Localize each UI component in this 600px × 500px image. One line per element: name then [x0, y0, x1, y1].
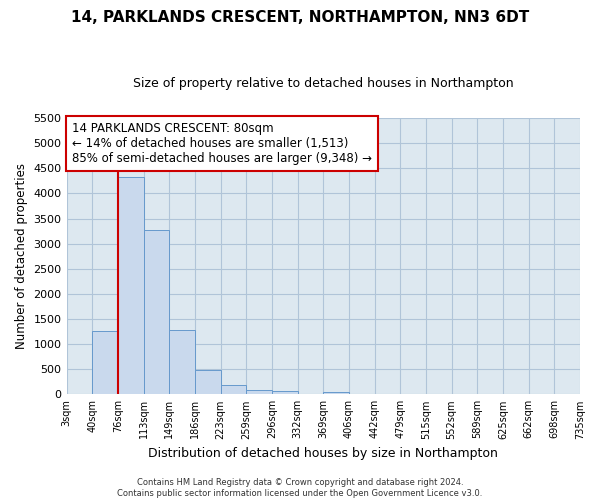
Bar: [272, 392, 298, 394]
Bar: [323, 392, 349, 394]
Bar: [195, 370, 221, 394]
Text: 14 PARKLANDS CRESCENT: 80sqm
← 14% of detached houses are smaller (1,513)
85% of: 14 PARKLANDS CRESCENT: 80sqm ← 14% of de…: [71, 122, 371, 165]
Bar: [143, 230, 169, 394]
Bar: [221, 385, 246, 394]
Bar: [246, 390, 272, 394]
X-axis label: Distribution of detached houses by size in Northampton: Distribution of detached houses by size …: [148, 447, 498, 460]
Bar: [92, 330, 118, 394]
Text: 14, PARKLANDS CRESCENT, NORTHAMPTON, NN3 6DT: 14, PARKLANDS CRESCENT, NORTHAMPTON, NN3…: [71, 10, 529, 25]
Title: Size of property relative to detached houses in Northampton: Size of property relative to detached ho…: [133, 78, 514, 90]
Bar: [118, 177, 143, 394]
Bar: [169, 330, 195, 394]
Y-axis label: Number of detached properties: Number of detached properties: [15, 163, 28, 349]
Text: Contains HM Land Registry data © Crown copyright and database right 2024.
Contai: Contains HM Land Registry data © Crown c…: [118, 478, 482, 498]
